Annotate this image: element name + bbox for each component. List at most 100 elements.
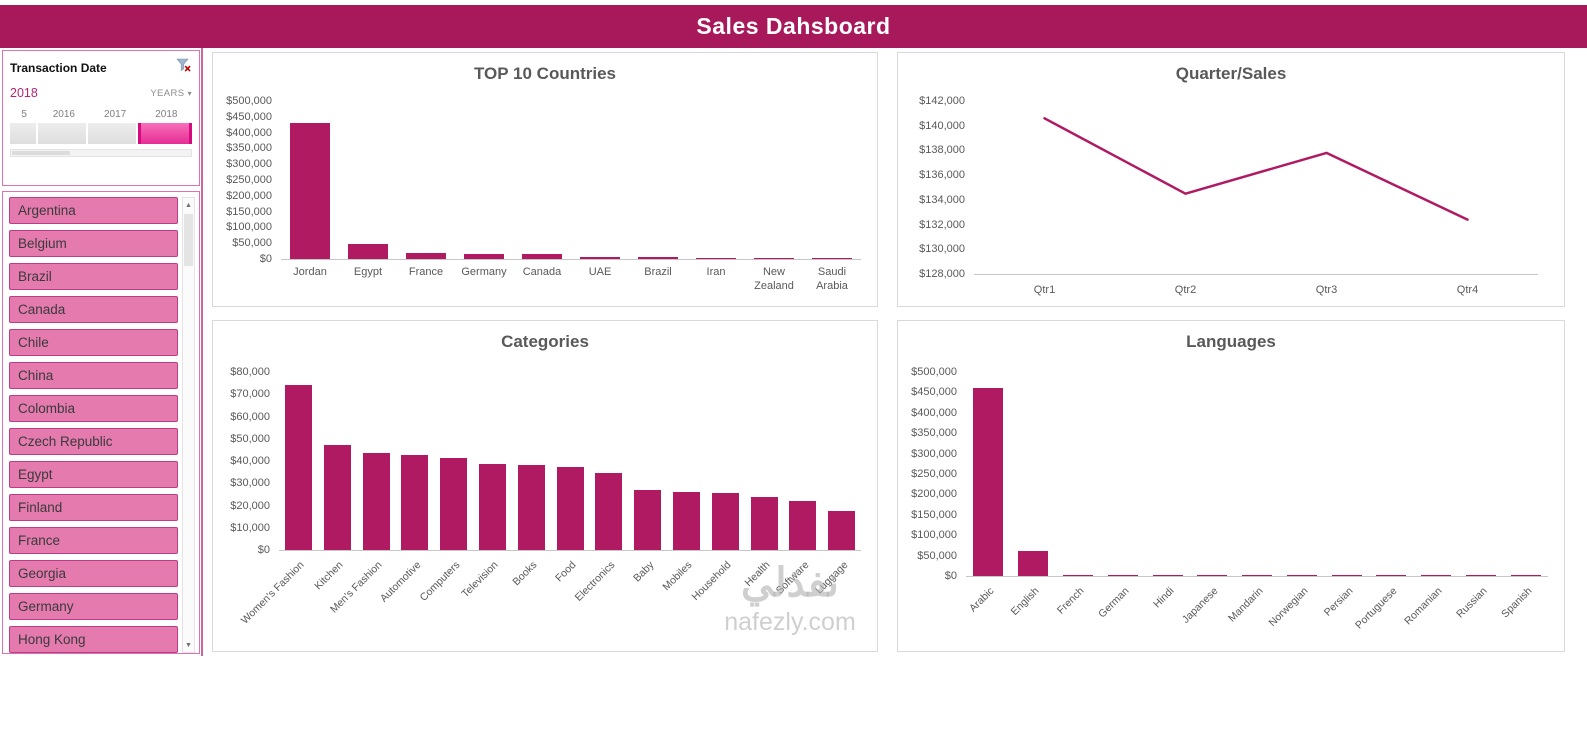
timeline-cell-5[interactable]	[10, 123, 37, 144]
y-axis-tick: $70,000	[230, 388, 270, 401]
y-axis-tick: $50,000	[917, 549, 957, 562]
bar-mobiles	[672, 492, 700, 551]
y-axis-tick: $450,000	[911, 386, 957, 399]
slicer-item-china[interactable]: China	[9, 362, 178, 389]
chart-title-languages: Languages	[1186, 332, 1276, 351]
bar-canada	[522, 253, 562, 259]
y-axis-tick: $20,000	[230, 499, 270, 512]
x-axis-label-books: Books	[510, 559, 540, 589]
slicer-item-brazil[interactable]: Brazil	[9, 263, 178, 290]
bar-arabic	[973, 388, 1004, 576]
bar-persian	[1331, 575, 1362, 576]
timeline-cell-2016[interactable]	[38, 123, 87, 144]
y-axis-tick: $132,000	[919, 218, 965, 231]
bar-television	[478, 464, 506, 550]
slicer-item-france[interactable]: France	[9, 527, 178, 554]
x-axis-label-france: France	[408, 266, 444, 278]
y-axis-tick: $0	[259, 253, 272, 265]
timeline-year-label-2016: 2016	[52, 109, 75, 120]
bar-egypt	[348, 243, 388, 259]
y-axis-tick: $250,000	[226, 174, 272, 186]
chart-quarter-sales: $128,000 $130,000 $132,000 $134,000 $136,000…	[898, 53, 1564, 306]
x-axis-line	[966, 576, 1548, 577]
timeline-cell-2018[interactable]	[138, 123, 193, 144]
bar-software	[789, 501, 817, 551]
y-axis-tick: $60,000	[230, 410, 270, 423]
x-axis-label-saudi-arabia: Saudi Arabia	[816, 266, 848, 292]
y-axis-tick: $142,000	[919, 95, 965, 107]
timeline-level-label: YEARS	[150, 87, 185, 99]
bar-computers	[440, 457, 468, 550]
timeline-filter: Transaction Date 2018 YEARS ▾ 5 2016 2017 2…	[2, 50, 200, 186]
slicer-item-chile[interactable]: Chile	[9, 329, 178, 356]
chart-categories: $0 $10,000 $20,000 $30,000 $40,000 $50,000 $60…	[213, 321, 877, 651]
bar-french	[1062, 575, 1093, 576]
slicer-item-colombia[interactable]: Colombia	[9, 395, 178, 422]
y-axis-tick: $40,000	[230, 455, 270, 467]
chevron-down-icon: ▾	[187, 88, 192, 98]
clear-filter-icon[interactable]	[176, 57, 192, 78]
timeline-cell-2017[interactable]	[88, 123, 137, 144]
timeline-level-dropdown[interactable]: YEARS ▾	[150, 88, 192, 99]
x-axis-line	[974, 274, 1538, 275]
x-axis-label-software: Software	[773, 559, 812, 597]
timeline-year-label-5: 5	[21, 109, 27, 120]
y-axis-tick: $350,000	[911, 427, 957, 440]
x-axis-label-kitchen: Kitchen	[312, 559, 346, 593]
bar-men-s-fashion	[362, 453, 390, 550]
y-axis-tick: $150,000	[911, 508, 957, 521]
x-axis-label-qtr2: Qtr2	[1174, 284, 1197, 296]
x-axis-label-jordan: Jordan	[293, 266, 327, 278]
slicer-item-canada[interactable]: Canada	[9, 296, 178, 323]
dashboard-header: Sales Dahsboard	[0, 5, 1587, 48]
slicer-item-finland[interactable]: Finland	[9, 494, 178, 521]
bar-kitchen	[323, 445, 351, 550]
slicer-item-germany[interactable]: Germany	[9, 593, 178, 620]
chart-title-top10-countries: TOP 10 Countries	[473, 64, 617, 83]
y-axis-tick: $250,000	[911, 468, 957, 480]
slicer-item-belgium[interactable]: Belgium	[9, 230, 178, 257]
y-axis-tick: $50,000	[230, 432, 270, 445]
sales-line	[1043, 117, 1469, 221]
scroll-down-button[interactable]: ▼	[185, 641, 192, 649]
timeline-year-labels: 5 2016 2017 2018	[10, 109, 192, 120]
bar-health	[750, 496, 778, 550]
chart-top10-countries: $0 $50,000 $100,000 $150,000 $200,000 $250,00…	[213, 53, 877, 306]
x-axis-label-egypt: Egypt	[353, 266, 383, 278]
x-axis-label-new-zealand: New Zealand	[754, 266, 794, 292]
slicer-item-egypt[interactable]: Egypt	[9, 461, 178, 488]
slicer-item-czech-republic[interactable]: Czech Republic	[9, 428, 178, 455]
timeline-selection-label: 2018	[10, 86, 38, 100]
slicer-item-argentina[interactable]: Argentina	[9, 197, 178, 224]
bar-english	[1018, 550, 1049, 576]
slicer-scrollbar[interactable]: ▲ ▼	[182, 197, 195, 653]
y-axis-tick: $130,000	[919, 243, 965, 256]
y-axis-tick: $150,000	[226, 205, 272, 218]
timeline-scrollbar[interactable]	[10, 149, 192, 157]
slicer-item-hong-kong[interactable]: Hong Kong	[9, 626, 178, 653]
chart-languages: $0 $50,000 $100,000 $150,000 $200,000 $250,00…	[898, 321, 1564, 651]
bar-books	[517, 465, 545, 550]
chart-title-categories: Categories	[501, 332, 589, 351]
bar-jordan	[290, 123, 330, 259]
bar-automotive	[401, 455, 429, 550]
slicer-scrollbar-thumb[interactable]	[184, 214, 193, 266]
bar-hindi	[1152, 575, 1183, 576]
y-axis-tick: $10,000	[230, 521, 270, 534]
bar-household	[711, 493, 739, 550]
bar-russian	[1465, 575, 1496, 576]
bar-women-s-fashion	[284, 385, 312, 550]
y-axis-tick: $100,000	[911, 529, 957, 542]
timeline-scrollbar-thumb[interactable]	[12, 151, 70, 155]
timeline-track[interactable]	[10, 123, 193, 144]
slicer-item-georgia[interactable]: Georgia	[9, 560, 178, 587]
panel-top10-countries: TOP 10 Countries $0 $50,000 $100,000 $150,0…	[212, 52, 878, 307]
x-axis-label-qtr3: Qtr3	[1315, 284, 1338, 296]
bar-mandarin	[1242, 575, 1272, 576]
scroll-up-button[interactable]: ▲	[185, 201, 192, 209]
x-axis-label-brazil: Brazil	[644, 266, 672, 278]
x-axis-label-canada: Canada	[522, 266, 562, 278]
y-axis-tick: $140,000	[919, 119, 965, 132]
y-axis-tick: $500,000	[911, 366, 957, 378]
bar-portuguese	[1376, 575, 1407, 576]
